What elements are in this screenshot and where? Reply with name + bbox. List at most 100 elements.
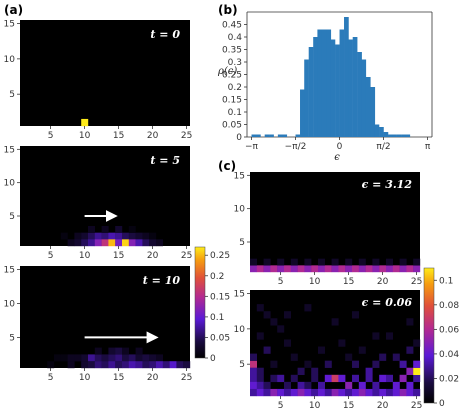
colorbar-tick-label: 0 xyxy=(210,354,216,364)
x-tick-label: 25 xyxy=(181,131,192,141)
x-tick-label: 15 xyxy=(113,251,124,261)
x-tick-label: 10 xyxy=(79,373,91,383)
heatmap-cell xyxy=(365,388,373,397)
heatmap-cell xyxy=(67,361,75,369)
annotation-t0: t = 0 xyxy=(150,28,180,41)
heatmap-cell xyxy=(122,347,129,355)
heatmap-cell xyxy=(297,381,305,390)
heatmap-cell xyxy=(142,361,150,369)
heatmap-cell xyxy=(162,361,170,369)
heatmap-cell xyxy=(399,265,407,273)
histogram-xlabel: ϵ xyxy=(334,152,340,163)
heatmap-cell xyxy=(406,265,414,273)
x-tick-label: −π xyxy=(245,142,259,152)
heatmap-cell xyxy=(331,318,339,326)
y-tick-label: 0.05 xyxy=(222,121,242,131)
x-tick-label: 25 xyxy=(181,251,192,261)
heatmap-cell xyxy=(297,265,305,273)
heatmap-cell xyxy=(297,367,305,375)
heatmap-cell xyxy=(372,381,380,390)
y-tick-label: 5 xyxy=(9,333,15,343)
heatmap-cell xyxy=(352,388,359,397)
y-tick-label: 5 xyxy=(239,238,245,248)
x-tick-label: 20 xyxy=(147,251,159,261)
heatmap-cell xyxy=(358,388,366,397)
heatmap-cell xyxy=(270,360,278,368)
heatmap-cell xyxy=(270,388,278,397)
histogram-bar xyxy=(321,29,327,137)
heatmap-cell xyxy=(250,353,257,361)
heatmap-cell xyxy=(352,265,359,273)
heatmap-cell xyxy=(277,265,285,273)
heatmap-cell xyxy=(372,388,380,397)
histogram-bar xyxy=(308,47,314,137)
heatmap-cell xyxy=(338,374,346,383)
heatmap-cell xyxy=(345,353,353,361)
heatmap-cell xyxy=(149,239,157,247)
heatmap-a-t10: t = 10 5 10 15 5 10 15 20 25 xyxy=(4,265,193,383)
heatmap-cell xyxy=(304,381,312,390)
heatmap-cell xyxy=(88,232,95,240)
heatmap-cell xyxy=(304,265,312,273)
heatmap-cell xyxy=(324,374,332,383)
histogram-bar xyxy=(304,59,309,137)
heatmap-cell xyxy=(263,258,271,266)
heatmap-cell xyxy=(406,388,414,397)
heatmap-cell xyxy=(270,374,278,383)
annotation-t10: t = 10 xyxy=(143,274,181,287)
histogram-bar xyxy=(313,37,318,137)
heatmap-cell xyxy=(386,265,393,273)
heatmap-cell xyxy=(352,374,359,383)
heatmap-cell xyxy=(304,304,312,312)
heatmap-cell xyxy=(386,388,393,397)
panel-label-c: (c) xyxy=(218,159,236,173)
heatmap-cell xyxy=(352,360,359,368)
colorbar-tick-label: 0.2 xyxy=(210,272,224,282)
heatmap-cell xyxy=(358,346,366,354)
heatmap-cell xyxy=(135,354,143,362)
heatmap-cell xyxy=(94,232,102,240)
y-tick-label: 0.3 xyxy=(228,58,242,68)
annotation-e006: ϵ = 0.06 xyxy=(362,296,413,309)
y-tick-label: 0 xyxy=(236,133,242,143)
heatmap-cell xyxy=(115,361,123,369)
colorbar-a-gradient xyxy=(194,246,206,359)
heatmap-cell xyxy=(263,388,271,397)
y-tick-label: 0.45 xyxy=(222,21,242,31)
annotation-e312: ϵ = 3.12 xyxy=(362,178,413,191)
heatmap-cell xyxy=(379,388,387,397)
heatmap-cell xyxy=(290,374,298,383)
heatmap-cell xyxy=(331,388,339,397)
heatmap-cell xyxy=(324,265,332,273)
x-tick-label: 20 xyxy=(147,373,159,383)
heatmap-c-e006: ϵ = 0.06 5 10 15 5 10 15 20 25 xyxy=(234,290,423,411)
heatmap-cell xyxy=(311,374,319,383)
heatmap-cell xyxy=(290,265,298,273)
x-tick-label: 15 xyxy=(343,277,354,287)
heatmap-cell xyxy=(318,346,325,354)
heatmap-cell xyxy=(311,265,319,273)
heatmap-cell xyxy=(54,354,61,362)
heatmap-cell xyxy=(256,367,264,375)
heatmap-cell xyxy=(413,374,421,383)
heatmap-cell xyxy=(297,388,305,397)
heatmap-cell xyxy=(256,374,264,383)
colorbar-tick-label: 0.02 xyxy=(439,374,459,384)
heatmap-cell xyxy=(250,265,257,273)
y-tick-label: 0.35 xyxy=(222,46,242,56)
histogram-bar xyxy=(370,87,376,137)
heatmap-cell xyxy=(256,388,264,397)
heatmap-cell xyxy=(284,388,291,397)
y-tick-label: 10 xyxy=(4,299,16,309)
colorbar-tick-label: 0.1 xyxy=(439,276,453,286)
heatmap-a-t5: t = 5 5 10 15 5 10 15 20 25 xyxy=(4,145,193,261)
heatmap-cell xyxy=(176,361,184,369)
heatmap-cell xyxy=(183,361,191,369)
colorbar-tick-label: 0.05 xyxy=(210,333,230,343)
heatmap-cell xyxy=(277,388,285,397)
heatmap-cell xyxy=(101,361,109,369)
histogram-bar xyxy=(352,37,358,137)
heatmap-cell xyxy=(284,339,291,347)
colorbar-tick-label: 0.04 xyxy=(439,350,459,360)
heatmap-cell xyxy=(81,239,89,247)
